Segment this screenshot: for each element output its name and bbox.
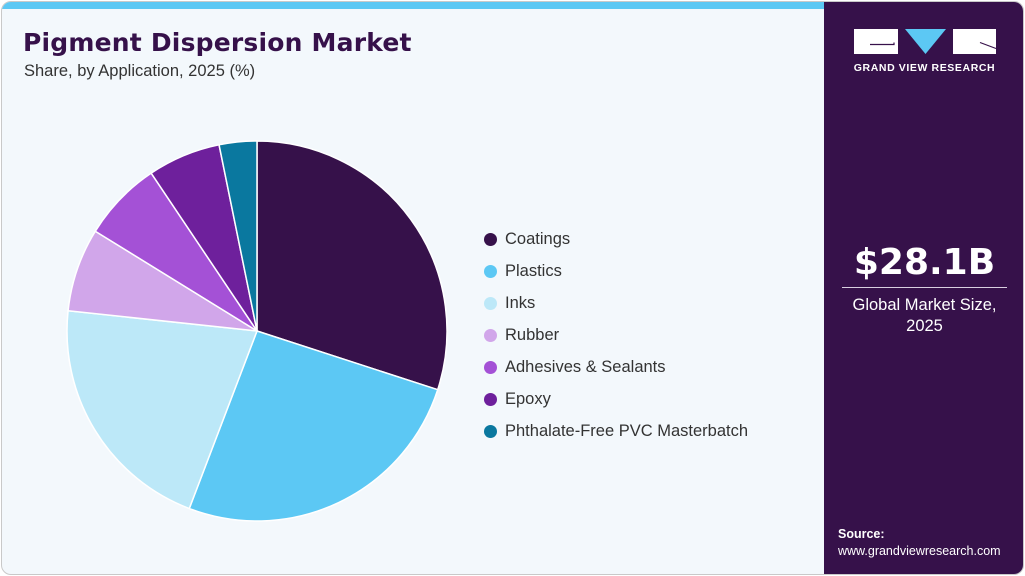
source-label: Source: [838, 527, 885, 541]
legend-label: Epoxy [505, 389, 551, 408]
legend-label: Plastics [505, 261, 562, 280]
pie-slice-inks [66, 309, 259, 510]
source-link[interactable]: www.grandviewresearch.com [838, 544, 1001, 558]
pie-slice-phthalate-free-pvc-masterbatch [218, 140, 258, 332]
grand-view-research-logo-icon [854, 29, 997, 54]
legend-item: Epoxy [484, 383, 748, 415]
legend-dot-icon [484, 424, 497, 438]
pie-slice-coatings [256, 140, 448, 391]
pie-chart [66, 140, 448, 522]
pie-slice-plastics [188, 330, 439, 522]
accent-bar [2, 2, 824, 9]
chart-subtitle: Share, by Application, 2025 (%) [24, 62, 256, 80]
legend-item: Rubber [484, 319, 748, 351]
logo-text: GRAND VIEW RESEARCH [853, 62, 996, 74]
legend-item: Coatings [484, 223, 748, 255]
legend-item: Inks [484, 287, 748, 319]
legend-dot-icon [484, 392, 497, 406]
info-sidebar: GRAND VIEW RESEARCH $28.1B Global Market… [824, 2, 1023, 574]
divider [842, 287, 1007, 288]
legend-dot-icon [484, 360, 497, 374]
chart-legend: Coatings Plastics Inks Rubber Adhesives & Se… [484, 223, 748, 447]
legend-item: Adhesives & Sealants [484, 351, 748, 383]
legend-item: Phthalate-Free PVC Masterbatch [484, 415, 748, 447]
market-size-label-line1: Global Market Size, [852, 296, 997, 314]
chart-title: Pigment Dispersion Market [23, 28, 412, 57]
legend-label: Phthalate-Free PVC Masterbatch [505, 421, 749, 440]
market-size-label: Global Market Size, 2025 [824, 295, 1023, 337]
legend-label: Inks [505, 293, 536, 312]
legend-item: Plastics [484, 255, 748, 287]
legend-dot-icon [484, 328, 497, 342]
legend-label: Coatings [505, 229, 571, 248]
legend-label: Adhesives & Sealants [505, 357, 666, 376]
legend-dot-icon [484, 296, 497, 310]
market-size-value: $28.1B [853, 242, 996, 283]
legend-dot-icon [484, 264, 497, 278]
legend-label: Rubber [505, 325, 560, 344]
market-size-label-year: 2025 [906, 317, 943, 335]
legend-dot-icon [484, 232, 497, 246]
